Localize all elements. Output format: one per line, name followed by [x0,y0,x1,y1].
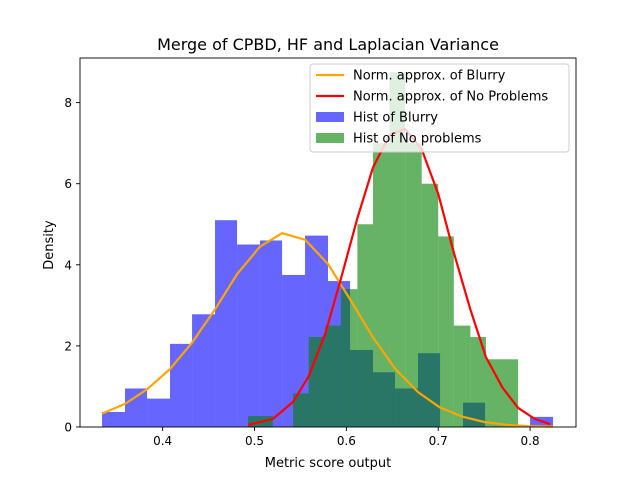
legend-hist-no-problems-swatch [316,133,344,143]
y-tick-label: 6 [64,177,72,191]
blurry-hist-bar [282,274,306,427]
legend-hist-no-problems-label: Hist of No problems [353,132,482,147]
blurry-hist-bar [192,314,216,427]
y-tick-label: 8 [64,96,72,110]
no-problems-hist-bar [405,143,422,427]
no-problems-hist-bar [293,393,309,427]
no-problems-hist-bar [470,336,486,427]
y-tick-label: 0 [64,421,72,435]
no-problems-hist-bar [453,325,471,427]
no-problems-hist-bar [389,72,406,427]
x-tick-label: 0.7 [429,434,448,448]
no-problems-hist-bar [308,336,326,427]
blurry-hist-bar [215,220,238,427]
blurry-hist-bar [170,343,193,427]
x-tick-label: 0.5 [245,434,264,448]
no-problems-hist-bar [502,359,519,427]
x-tick-label: 0.6 [337,434,356,448]
chart-title: Merge of CPBD, HF and Laplacian Variance [157,35,499,54]
blurry-hist-bar [237,244,261,427]
x-axis-label: Metric score output [265,456,392,471]
no-problems-hist-bar [485,359,503,427]
x-tick-label: 0.4 [153,434,172,448]
blurry-hist-bar [125,388,148,427]
no-problems-hist-bar [373,143,390,427]
legend-norm-no-problems-label: Norm. approx. of No Problems [353,90,548,105]
legend-box [309,63,570,153]
blurry-hist-bar [147,398,171,427]
no-problems-hist-bar [421,183,439,427]
legend-hist-blurry-label: Hist of Blurry [353,111,438,126]
x-tick-label: 0.8 [521,434,540,448]
legend-hist-blurry-swatch [316,112,344,122]
no-problems-hist-bar [340,289,358,427]
blurry-hist-bar [260,240,283,427]
legend: Norm. approx. of Blurry Norm. approx. of … [309,63,570,153]
no-problems-hist-bar [438,236,454,427]
axes-group: 0.4 0.5 0.6 0.7 0.8 0 2 4 6 8 [64,57,577,448]
norm-blurry-line [101,232,554,428]
y-tick-label: 4 [64,258,72,272]
y-tick-label: 2 [64,339,72,353]
no-problems-hist-bar [325,325,341,427]
blurry-hist-bar [102,411,126,427]
legend-norm-blurry-label: Norm. approx. of Blurry [353,69,506,84]
y-axis-label: Density [42,220,57,270]
plot-frame [79,57,577,428]
